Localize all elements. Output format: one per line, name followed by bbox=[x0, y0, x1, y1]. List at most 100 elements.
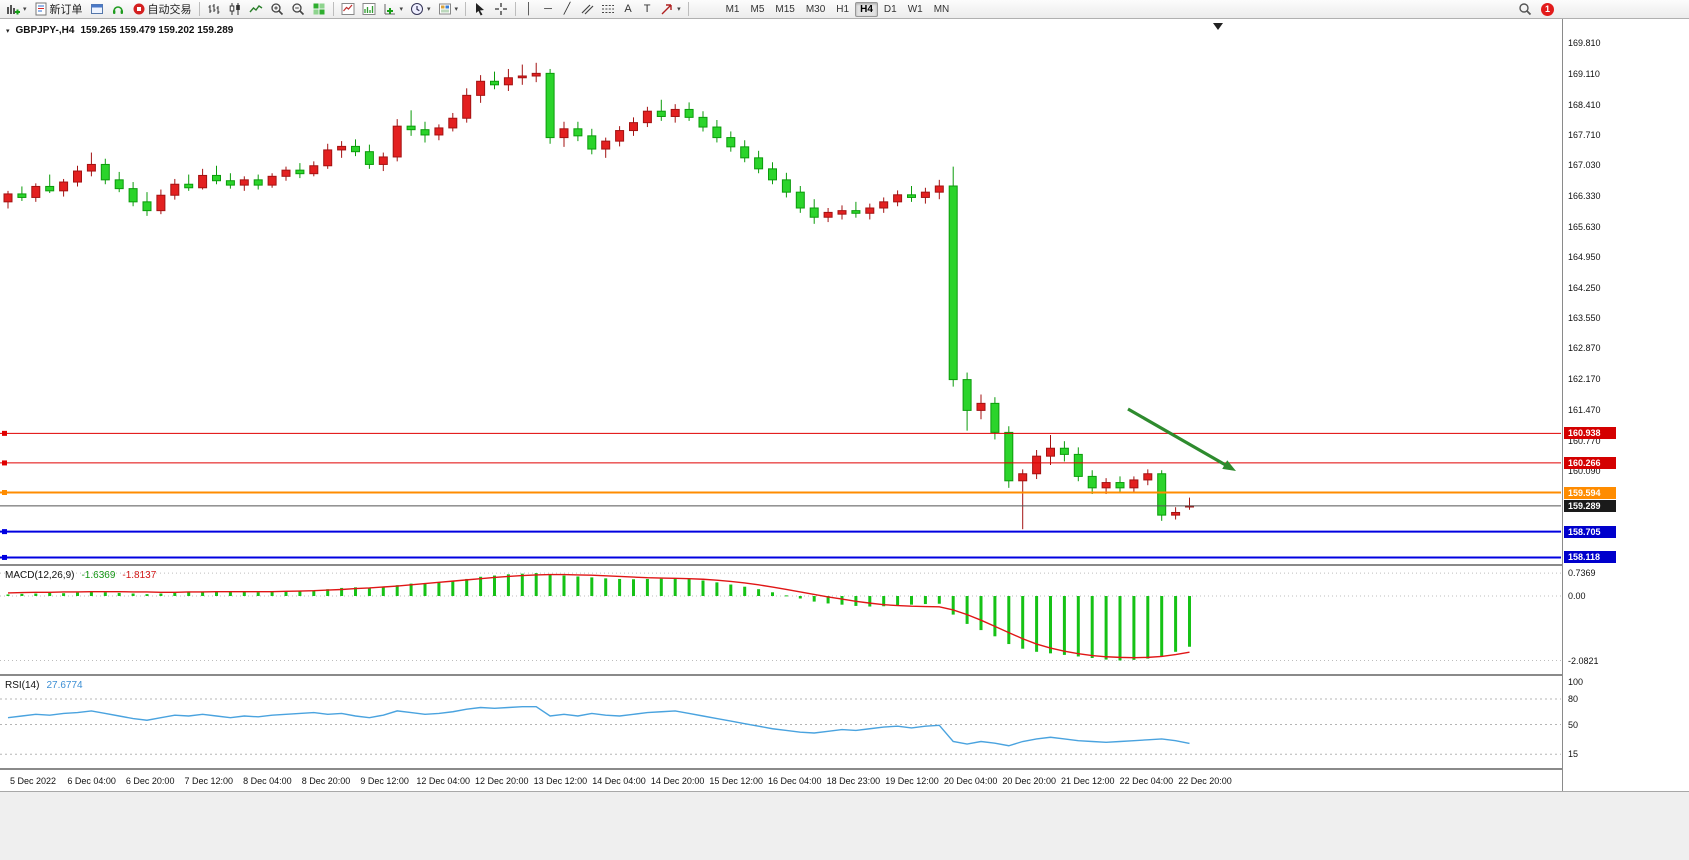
time-axis-label: 13 Dec 12:00 bbox=[533, 776, 588, 786]
time-axis-label: 20 Dec 20:00 bbox=[1002, 776, 1056, 786]
time-axis-label: 20 Dec 04:00 bbox=[943, 776, 998, 786]
chart-title: ▾ GBPJPY-,H4 159.265 159.479 159.202 159… bbox=[6, 25, 233, 36]
macd-axis-label: -2.0821 bbox=[1568, 655, 1599, 666]
indicator-windows-button[interactable] bbox=[359, 1, 379, 17]
period-button[interactable]: ▾ bbox=[407, 1, 434, 17]
macd-label: MACD(12,26,9) -1.6369 -1.8137 bbox=[5, 570, 156, 581]
time-axis-label: 19 Dec 12:00 bbox=[885, 776, 939, 786]
indicator-list-button[interactable] bbox=[338, 1, 358, 17]
arrow-tool-icon bbox=[661, 4, 672, 15]
crosshair-tool-button[interactable] bbox=[491, 1, 511, 17]
macd-indicator-canvas[interactable] bbox=[0, 566, 1562, 676]
toolbar-right: 1 bbox=[1515, 1, 1554, 17]
price-axis-label: 162.870 bbox=[1568, 343, 1601, 354]
dropdown-caret-icon: ▾ bbox=[399, 6, 404, 13]
time-axis-label: 14 Dec 04:00 bbox=[592, 776, 646, 786]
search-button[interactable] bbox=[1515, 1, 1535, 17]
symbol-caret-icon: ▾ bbox=[6, 27, 10, 35]
timeframe-button-M15[interactable]: M15 bbox=[770, 2, 799, 17]
sounds-button[interactable] bbox=[108, 1, 128, 17]
channel-tool-button[interactable] bbox=[577, 1, 597, 17]
price-axis-label: 161.470 bbox=[1568, 404, 1601, 415]
line-chart-button[interactable] bbox=[246, 1, 266, 17]
candlestick-chart-button[interactable] bbox=[225, 1, 245, 17]
price-tag: 158.705 bbox=[1564, 525, 1616, 538]
price-axis-label: 168.410 bbox=[1568, 99, 1601, 110]
dropdown-caret-icon: ▾ bbox=[677, 6, 681, 13]
price-axis-label: 164.250 bbox=[1568, 282, 1601, 293]
channel-icon bbox=[581, 4, 594, 15]
chart-plot-area: ▾ GBPJPY-,H4 159.265 159.479 159.202 159… bbox=[0, 19, 1562, 791]
timeframe-button-M1[interactable]: M1 bbox=[721, 2, 745, 17]
toolbar-separator bbox=[332, 2, 334, 16]
timeframe-button-M5[interactable]: M5 bbox=[745, 2, 769, 17]
add-indicator-button[interactable]: ▾ bbox=[380, 1, 407, 17]
price-axis-label: 167.030 bbox=[1568, 160, 1601, 171]
time-axis-label: 22 Dec 04:00 bbox=[1119, 776, 1174, 786]
time-axis-label: 8 Dec 20:00 bbox=[301, 776, 351, 786]
timeframe-button-H4[interactable]: H4 bbox=[855, 1, 878, 17]
toolbar: ▾ 新订单 自动交易 ▾ ▾ bbox=[0, 0, 1689, 19]
arrows-tool-button[interactable]: ▾ bbox=[657, 1, 684, 17]
main-chart-canvas[interactable] bbox=[0, 19, 1562, 566]
tile-windows-icon bbox=[313, 3, 325, 15]
price-tag: 160.266 bbox=[1564, 456, 1616, 469]
new-order-button[interactable]: 新订单 bbox=[31, 1, 86, 17]
time-axis-label: 7 Dec 12:00 bbox=[184, 776, 234, 786]
time-axis-label: 15 Dec 12:00 bbox=[709, 776, 763, 786]
price-tag: 160.938 bbox=[1564, 427, 1616, 440]
zoom-out-button[interactable] bbox=[288, 1, 308, 17]
toolbar-separator bbox=[515, 2, 517, 16]
text-tool-button[interactable]: A bbox=[619, 1, 637, 17]
price-axis-label: 160.770 bbox=[1568, 435, 1601, 446]
toolbar-separator bbox=[687, 2, 689, 16]
bar-chart-button[interactable] bbox=[204, 1, 224, 17]
vertical-line-tool-button[interactable]: │ bbox=[520, 1, 538, 17]
price-tag: 159.594 bbox=[1564, 486, 1616, 499]
line-chart-icon bbox=[248, 5, 262, 13]
autotrading-button[interactable]: 自动交易 bbox=[129, 1, 195, 17]
symbol-timeframe-label: GBPJPY-,H4 bbox=[15, 25, 75, 36]
price-axis[interactable]: 169.810 169.110 168.410 167.710 167.030 166.3… bbox=[1562, 19, 1689, 791]
time-axis-label: 21 Dec 12:00 bbox=[1061, 776, 1115, 786]
dropdown-caret-icon: ▾ bbox=[23, 6, 27, 13]
text-label-icon: T bbox=[643, 3, 651, 15]
timeframe-button-H1[interactable]: H1 bbox=[831, 2, 854, 17]
new-chart-button[interactable]: ▾ bbox=[3, 1, 30, 17]
crosshair-icon bbox=[495, 3, 508, 15]
time-axis-label: 6 Dec 04:00 bbox=[67, 776, 116, 786]
templates-button[interactable]: ▾ bbox=[435, 1, 462, 17]
macd-axis-label: 0.00 bbox=[1568, 591, 1586, 601]
notification-badge[interactable]: 1 bbox=[1541, 2, 1554, 16]
timeframe-button-M30[interactable]: M30 bbox=[801, 2, 830, 17]
text-label-tool-button[interactable]: T bbox=[638, 1, 656, 17]
profiles-button[interactable] bbox=[87, 1, 107, 17]
profiles-icon bbox=[90, 4, 103, 14]
price-axis-label: 165.630 bbox=[1568, 221, 1601, 232]
rsi-axis-label: 100 bbox=[1568, 677, 1584, 687]
tile-windows-button[interactable] bbox=[309, 1, 329, 17]
macd-signal-value: -1.8137 bbox=[122, 570, 157, 581]
rsi-label: RSI(14) 27.6774 bbox=[5, 680, 83, 691]
timeframe-button-W1[interactable]: W1 bbox=[903, 2, 928, 17]
zoom-in-button[interactable] bbox=[267, 1, 287, 17]
price-axis-label: 167.710 bbox=[1568, 130, 1601, 141]
price-tag: 158.118 bbox=[1564, 551, 1616, 564]
macd-name: MACD(12,26,9) bbox=[5, 570, 75, 581]
time-axis-label: 8 Dec 04:00 bbox=[243, 776, 292, 786]
timeframe-group: M1 M5 M15 M30 H1 H4 D1 W1 MN bbox=[721, 1, 955, 17]
horizontal-line-tool-button[interactable]: ─ bbox=[539, 1, 557, 17]
rsi-indicator-canvas[interactable] bbox=[0, 676, 1562, 770]
candlestick-chart-icon bbox=[229, 3, 240, 15]
time-axis-label: 6 Dec 20:00 bbox=[125, 776, 175, 786]
new-order-icon bbox=[35, 2, 47, 16]
timeframe-button-D1[interactable]: D1 bbox=[879, 2, 902, 17]
time-axis-label: 18 Dec 23:00 bbox=[826, 776, 881, 786]
fibonacci-tool-button[interactable] bbox=[598, 1, 618, 17]
cursor-tool-button[interactable] bbox=[470, 1, 490, 17]
search-icon bbox=[1519, 3, 1532, 16]
trendline-tool-button[interactable]: ╱ bbox=[558, 1, 576, 17]
time-axis-label: 9 Dec 12:00 bbox=[360, 776, 409, 786]
timeframe-button-MN[interactable]: MN bbox=[929, 2, 955, 17]
time-axis[interactable]: 5 Dec 2022 6 Dec 04:00 6 Dec 20:00 7 Dec 12… bbox=[0, 770, 1562, 791]
